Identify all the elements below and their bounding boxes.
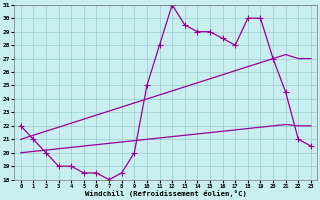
X-axis label: Windchill (Refroidissement éolien,°C): Windchill (Refroidissement éolien,°C) bbox=[85, 190, 247, 197]
